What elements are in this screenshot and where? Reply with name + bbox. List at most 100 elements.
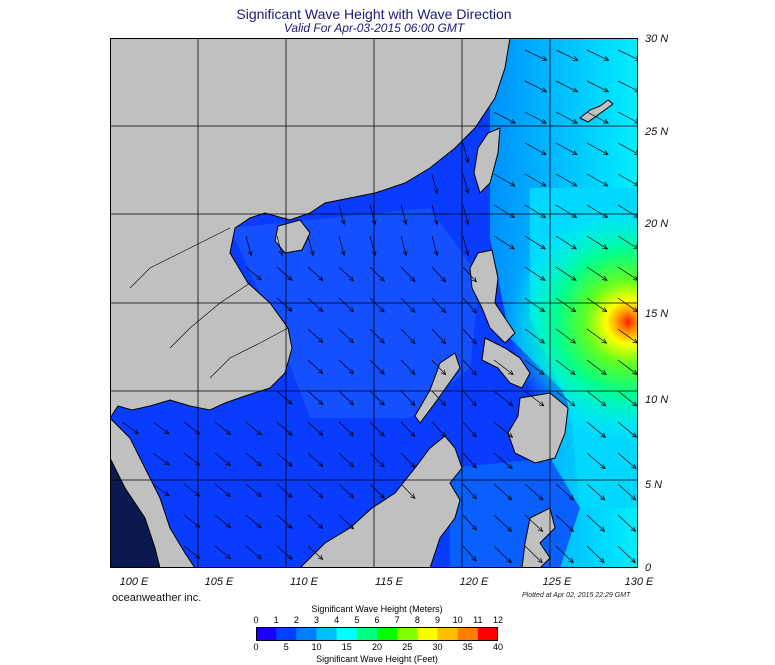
wave-direction-arrowhead <box>379 462 385 468</box>
wave-direction-arrow <box>307 235 314 256</box>
wave-direction-arrowhead <box>410 276 416 282</box>
hainan <box>274 219 311 254</box>
wave-direction-arrowhead <box>256 461 262 467</box>
wave-direction-arrow <box>524 359 545 375</box>
wave-direction-arrow <box>617 483 637 501</box>
wave-direction-arrowhead <box>379 338 385 344</box>
wave-direction-arrow <box>586 80 609 93</box>
wave-direction-arrow <box>245 235 252 256</box>
wave-direction-arrowhead <box>471 432 477 438</box>
wave-direction-arrow <box>586 390 607 407</box>
wave-direction-arrowhead <box>572 87 579 93</box>
wave-direction-arrowhead <box>225 553 232 560</box>
wave-direction-arrow <box>245 545 262 560</box>
wave-direction-arrowhead <box>570 275 577 281</box>
wave-direction-arrowhead <box>317 368 324 375</box>
palawan <box>414 352 461 424</box>
wave-direction-arrow <box>369 390 385 406</box>
lon-label-120e: 120 E <box>459 576 489 588</box>
wave-direction-arrowhead <box>348 306 355 313</box>
wave-direction-arrow <box>307 452 323 467</box>
wave-direction-arrow <box>462 142 469 163</box>
wave-direction-arrowhead <box>539 275 546 281</box>
wave-direction-arrow <box>586 328 607 344</box>
wave-direction-arrowhead <box>509 244 515 250</box>
wave-direction-arrow <box>400 204 407 225</box>
wave-direction-arrow <box>555 204 577 218</box>
wave-direction-arrow <box>617 328 638 344</box>
wave-direction-arrowhead <box>278 250 284 257</box>
grid-lines <box>110 38 638 568</box>
colorbar-swatch <box>417 627 438 641</box>
wave-direction-arrowhead <box>309 250 315 257</box>
wave-direction-arrow <box>524 173 546 187</box>
wave-direction-arrow <box>617 173 638 186</box>
colorbar-swatch <box>316 627 338 641</box>
wave-direction-arrowhead <box>287 523 293 529</box>
colorbar-meters-tick: 4 <box>334 615 340 625</box>
wave-direction-arrowhead <box>631 432 638 438</box>
lat-label-5n: 5 N <box>645 479 663 491</box>
wave-direction-arrow <box>586 421 606 438</box>
wave-direction-arrowhead <box>379 493 385 499</box>
wave-direction-arrow <box>400 390 416 406</box>
wave-direction-arrowhead <box>440 276 447 283</box>
colorbar-meters-tick: 6 <box>374 615 380 625</box>
wave-direction-arrowhead <box>287 275 293 281</box>
wave-direction-arrow <box>338 204 345 225</box>
wave-direction-arrowhead <box>471 463 477 469</box>
wave-direction-arrowhead <box>440 400 447 407</box>
wave-direction-arrowhead <box>379 431 385 437</box>
wave-direction-arrow <box>400 359 416 375</box>
wave-direction-arrow <box>338 514 354 530</box>
wave-direction-arrow <box>462 359 477 376</box>
sumatra <box>110 457 161 568</box>
wave-direction-arrow <box>183 483 201 497</box>
wave-direction-arrow <box>214 452 231 466</box>
wave-direction-arrowhead <box>317 337 324 344</box>
colorbar-meters-tick: 5 <box>354 615 360 625</box>
wave-direction-arrowhead <box>633 213 638 218</box>
wave-direction-arrows <box>121 49 638 564</box>
wave-direction-arrow <box>307 421 323 436</box>
wave-direction-arrow <box>462 297 477 314</box>
wave-direction-arrow <box>586 235 608 250</box>
visayas <box>481 337 531 389</box>
wave-direction-arrow <box>555 297 576 312</box>
wave-direction-arrow <box>586 142 609 155</box>
wave-direction-arrowhead <box>225 522 232 529</box>
wave-direction-arrowhead <box>471 370 477 376</box>
wave-direction-arrow <box>276 235 283 256</box>
wave-direction-arrowhead <box>402 250 408 257</box>
wave-direction-arrow <box>276 266 293 281</box>
wave-direction-arrowhead <box>471 277 477 283</box>
colorbar-feet-title: Significant Wave Height (Feet) <box>316 654 438 664</box>
wave-direction-arrowhead <box>509 181 516 187</box>
wave-direction-arrow <box>524 514 543 532</box>
wave-direction-arrow <box>307 359 323 374</box>
colorbar-meters-tick: 2 <box>293 615 299 625</box>
wave-direction-arrow <box>245 452 262 467</box>
wave-direction-arrowhead <box>317 306 324 313</box>
colorbar-meters-tick: 3 <box>313 615 320 625</box>
wave-direction-arrowhead <box>471 308 477 314</box>
wave-direction-arrowhead <box>433 219 439 226</box>
wave-direction-arrow <box>307 297 323 312</box>
wave-direction-arrowhead <box>340 250 346 257</box>
colorbar-meters-title: Significant Wave Height (Meters) <box>311 604 443 614</box>
wave-direction-arrowhead <box>256 492 262 498</box>
colorbar-meters-tick: 0 <box>253 615 259 625</box>
wave-direction-arrow <box>431 266 446 282</box>
wave-direction-arrow <box>369 297 385 313</box>
colorbar-meters-tick: 12 <box>492 615 504 625</box>
wave-direction-arrowhead <box>471 494 477 500</box>
wave-direction-arrowhead <box>603 118 609 124</box>
wave-direction-arrowhead <box>471 401 477 407</box>
wave-direction-arrow <box>307 514 323 529</box>
colorbar-meters-tick: 9 <box>434 615 441 625</box>
wave-direction-arrowhead <box>538 495 544 501</box>
colorbar-feet-tick: 0 <box>253 642 259 652</box>
wave-direction-arrow <box>524 545 543 563</box>
wave-direction-arrowhead <box>464 219 470 226</box>
colorbar-feet-tick: 40 <box>492 642 504 652</box>
